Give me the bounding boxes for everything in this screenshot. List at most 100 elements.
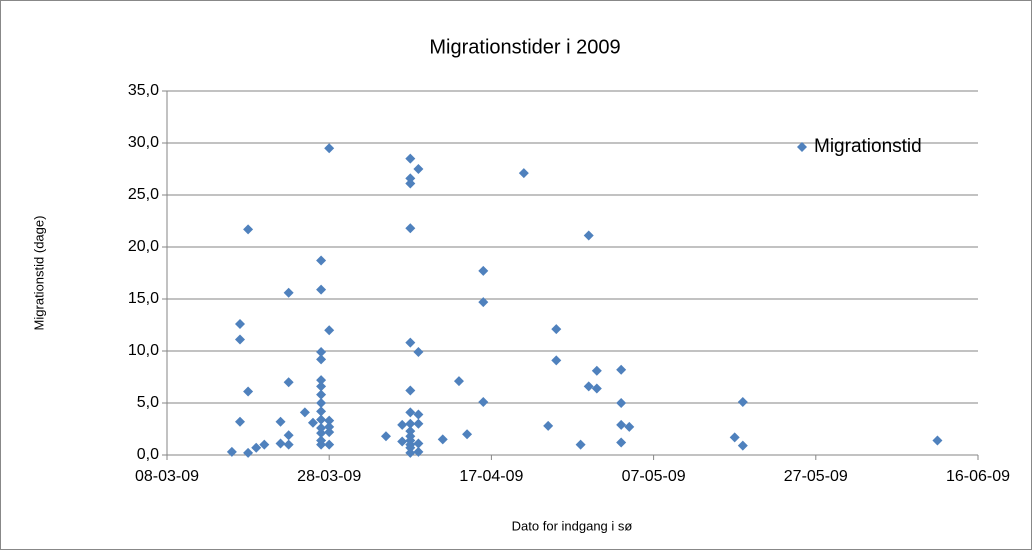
point bbox=[316, 398, 327, 408]
point bbox=[413, 347, 424, 358]
point bbox=[324, 439, 335, 450]
point bbox=[316, 347, 327, 358]
x-tick-label: 07-05-09 bbox=[622, 468, 686, 485]
x-tick-label: 28-03-09 bbox=[297, 468, 361, 485]
y-tick-label: 0,0 bbox=[137, 446, 159, 463]
point bbox=[324, 421, 335, 432]
point bbox=[518, 168, 529, 179]
point bbox=[583, 381, 594, 392]
point bbox=[453, 376, 464, 387]
x-tick-label: 08-03-09 bbox=[135, 468, 199, 485]
point bbox=[575, 439, 586, 450]
point bbox=[275, 416, 286, 427]
point bbox=[413, 409, 424, 420]
point bbox=[397, 436, 408, 447]
point bbox=[543, 420, 554, 431]
point bbox=[275, 438, 286, 449]
point bbox=[283, 377, 294, 388]
point bbox=[316, 255, 327, 266]
y-tick-label: 15,0 bbox=[128, 290, 159, 307]
point bbox=[462, 429, 473, 440]
point bbox=[591, 365, 602, 376]
point bbox=[478, 396, 489, 407]
y-tick-label: 10,0 bbox=[128, 342, 159, 359]
x-tick-label: 16-06-09 bbox=[946, 468, 1010, 485]
point bbox=[729, 432, 740, 443]
point bbox=[616, 419, 627, 430]
point bbox=[243, 386, 254, 397]
point bbox=[405, 426, 416, 437]
point bbox=[283, 439, 294, 450]
point bbox=[405, 178, 416, 189]
x-tick-label: 17-04-09 bbox=[459, 468, 523, 485]
point bbox=[316, 284, 327, 295]
point bbox=[405, 442, 416, 453]
point bbox=[413, 446, 424, 457]
y-tick-label: 5,0 bbox=[137, 394, 159, 411]
point bbox=[737, 440, 748, 451]
point bbox=[316, 375, 327, 386]
point bbox=[478, 297, 489, 308]
point bbox=[551, 355, 562, 366]
y-tick-label: 35,0 bbox=[128, 82, 159, 99]
point bbox=[616, 364, 627, 375]
point bbox=[234, 318, 245, 329]
point bbox=[624, 421, 635, 432]
point bbox=[397, 419, 408, 430]
point bbox=[316, 414, 327, 425]
chart-title: Migrationstider i 2009 bbox=[429, 36, 620, 58]
point bbox=[405, 337, 416, 348]
point bbox=[413, 164, 424, 174]
legend-label: Migrationstid bbox=[814, 136, 922, 157]
point bbox=[616, 398, 627, 408]
point bbox=[226, 446, 237, 457]
point bbox=[591, 383, 602, 394]
point bbox=[307, 417, 318, 428]
point bbox=[324, 427, 335, 438]
point bbox=[324, 143, 335, 154]
y-tick-label: 20,0 bbox=[128, 238, 159, 255]
point bbox=[413, 438, 424, 449]
point bbox=[380, 431, 391, 442]
point bbox=[316, 439, 327, 450]
point bbox=[405, 447, 416, 458]
point bbox=[316, 428, 327, 439]
point bbox=[234, 334, 245, 345]
point bbox=[551, 324, 562, 335]
point bbox=[405, 418, 416, 429]
point bbox=[243, 447, 254, 458]
point bbox=[405, 223, 416, 234]
point bbox=[316, 422, 327, 433]
point bbox=[299, 407, 310, 418]
x-axis-label: Dato for indgang i sø bbox=[512, 518, 633, 533]
point bbox=[316, 381, 327, 392]
legend-marker bbox=[797, 142, 807, 152]
y-tick-label: 25,0 bbox=[128, 186, 159, 203]
point bbox=[283, 287, 294, 298]
point bbox=[583, 230, 594, 241]
point bbox=[316, 354, 327, 365]
point bbox=[283, 430, 294, 441]
point bbox=[234, 416, 245, 427]
y-axis-label: Migrationstid (dage) bbox=[31, 216, 46, 331]
point bbox=[259, 439, 270, 450]
point bbox=[405, 385, 416, 396]
point bbox=[413, 418, 424, 429]
point bbox=[616, 437, 627, 448]
point bbox=[405, 153, 416, 164]
point bbox=[478, 265, 489, 276]
point bbox=[324, 325, 335, 336]
point bbox=[243, 224, 254, 235]
x-tick-label: 27-05-09 bbox=[784, 468, 848, 485]
point bbox=[405, 407, 416, 418]
point bbox=[324, 415, 335, 426]
point bbox=[737, 396, 748, 407]
point bbox=[316, 406, 327, 417]
y-tick-label: 30,0 bbox=[128, 134, 159, 151]
point bbox=[316, 389, 327, 400]
point bbox=[932, 435, 943, 446]
point bbox=[437, 434, 448, 445]
point bbox=[405, 173, 416, 184]
